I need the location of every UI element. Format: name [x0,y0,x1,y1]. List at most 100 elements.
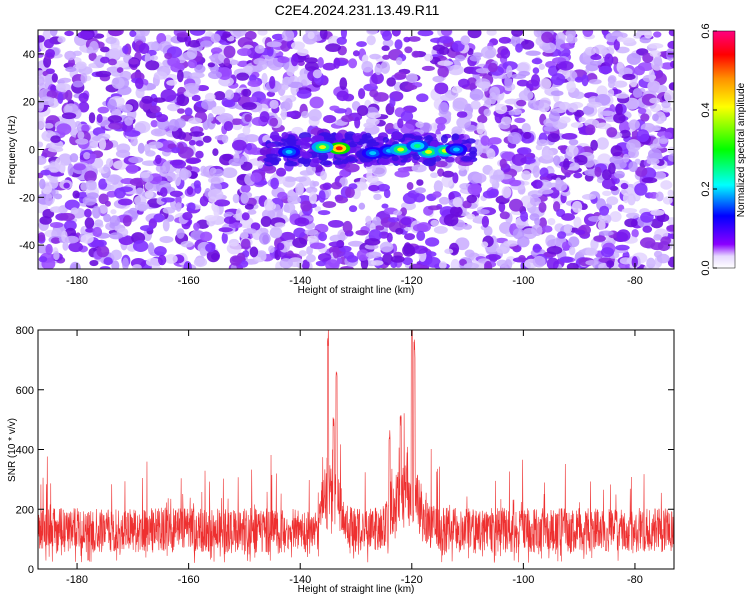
heatmap-cell [616,229,631,242]
heatmap-cell [110,209,117,215]
heatmap-cell [242,88,252,97]
heatmap-cell [402,243,415,257]
heatmap-cell [356,41,367,47]
heatmap-cell [258,232,271,245]
snr-y-tick-label: 600 [16,385,34,397]
heatmap-cell [250,172,262,183]
heatmap-cell [546,245,563,255]
heatmap-cell [361,60,374,73]
heatmap-cell [466,194,478,204]
heatmap-cell [342,220,353,234]
heatmap-x-tick-label: -120 [401,275,423,287]
heatmap-cell [668,30,674,37]
heatmap-cell [395,57,403,66]
heatmap-cell [282,76,293,86]
heatmap-cell [391,155,399,162]
heatmap-cell [402,192,417,204]
heatmap-cell [145,257,162,267]
heatmap-cell [440,134,448,144]
heatmap-cell [568,138,579,146]
heatmap-cell [72,80,84,88]
heatmap-cell [467,30,482,39]
heatmap-cell [516,79,529,87]
heatmap-cell [584,46,596,56]
heatmap-cell [301,259,310,269]
heatmap-cell [213,90,226,101]
heatmap-cell [600,247,615,258]
heatmap-cell [162,218,170,232]
heatmap-cell [432,191,442,198]
heatmap-cell [458,78,470,88]
heatmap-cell [412,154,421,161]
heatmap-cell [382,136,389,143]
heatmap-cell [109,215,121,227]
heatmap-cell [622,73,636,81]
heatmap-cell [212,148,219,157]
heatmap-cell [548,111,561,122]
heatmap-cell [667,189,674,197]
heatmap-cell [223,216,236,224]
heatmap-cell [575,229,586,235]
heatmap-cell [63,182,70,189]
heatmap-cell [38,256,48,263]
heatmap-cell [80,234,94,244]
heatmap-cell [50,84,57,92]
heatmap-cell [182,211,193,221]
heatmap-cell [49,30,58,37]
heatmap-cell [49,221,64,229]
heatmap-cell [608,79,615,89]
heatmap-cell [433,180,443,193]
heatmap-cell [269,75,276,89]
heatmap-cell [655,191,664,202]
heatmap-cell [598,214,608,222]
heatmap-cell [389,97,396,108]
heatmap-cell [64,227,77,238]
heatmap-cell [307,31,315,40]
colorbar-tick-label: 0.0 [700,260,712,275]
heatmap-cell [145,60,160,71]
heatmap-cell [207,188,224,200]
heatmap-cell [339,77,348,90]
heatmap-cell [176,32,190,38]
heatmap-cell [486,148,496,160]
snr-x-tick-label: -140 [289,574,311,586]
heatmap-cell [319,160,332,166]
heatmap-cell [194,184,202,194]
heatmap-cell [470,100,481,110]
heatmap-cell [39,96,55,106]
heatmap-cell [541,31,554,44]
heatmap-cell [435,116,447,125]
heatmap-cell [481,215,490,228]
heatmap-cell [537,188,554,195]
heatmap-cell [114,187,126,199]
heatmap-cell [129,177,146,187]
heatmap-cell [621,208,638,214]
heatmap-cell [343,251,355,260]
heatmap-cell [532,243,542,253]
heatmap-cell [96,113,103,123]
heatmap-cell [370,260,384,266]
heatmap-cell [72,190,80,199]
heatmap-cell [669,60,674,69]
colorbar-tick-label: 0.6 [700,23,712,38]
heatmap-cell [266,41,282,48]
heatmap-cell [606,260,615,268]
heatmap-cell [298,250,307,257]
heatmap-cells [38,30,674,269]
heatmap-cell [199,195,209,207]
heatmap-cell [585,124,596,136]
heatmap-cell [348,183,358,190]
heatmap-cell [644,31,653,39]
heatmap-cell [640,211,654,223]
heatmap-cell [615,244,630,251]
heatmap-cell [53,193,63,200]
heatmap-cell [596,122,611,130]
heatmap-cell [50,135,61,144]
heatmap-cell [277,56,290,64]
heatmap-cell [609,211,622,222]
heatmap-cell [223,45,236,59]
heatmap-cell [269,227,283,239]
heatmap-cell [221,167,238,179]
heatmap-cell [566,33,574,42]
heatmap-cell [96,245,110,258]
